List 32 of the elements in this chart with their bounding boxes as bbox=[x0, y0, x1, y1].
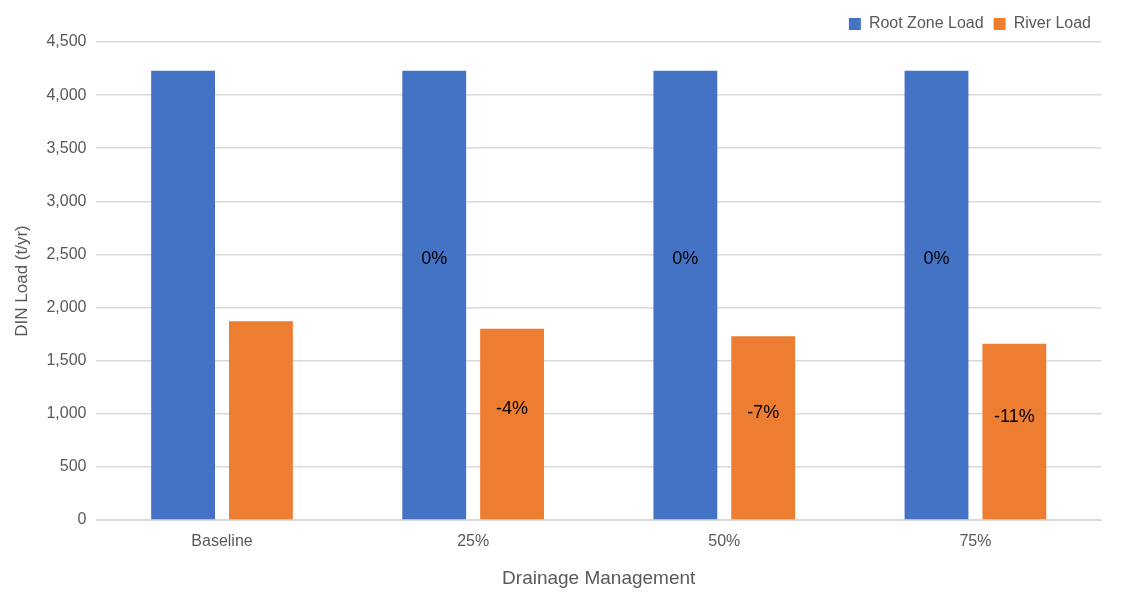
legend-label: River Load bbox=[1013, 14, 1091, 32]
bar bbox=[229, 321, 293, 520]
bar bbox=[151, 70, 215, 520]
annotation: -11% bbox=[994, 406, 1035, 427]
x-tick-label: Baseline bbox=[191, 532, 253, 550]
y-tick-label: 3,000 bbox=[46, 191, 87, 209]
x-axis-title: Drainage Management bbox=[502, 566, 697, 588]
y-tick-label: 1,000 bbox=[46, 404, 87, 422]
x-tick-label: 25% bbox=[457, 532, 490, 550]
y-tick-label: 1,500 bbox=[46, 351, 87, 369]
bar bbox=[982, 343, 1047, 520]
y-tick-label: 2,500 bbox=[46, 244, 87, 262]
bar bbox=[480, 328, 544, 520]
annotation: 0% bbox=[923, 248, 950, 269]
bar bbox=[653, 70, 718, 520]
y-tick-label: 3,500 bbox=[46, 138, 87, 156]
y-axis-title: DIN Load (t/yr) bbox=[11, 225, 31, 337]
bar bbox=[731, 336, 796, 520]
x-tick-label: 75% bbox=[959, 532, 992, 550]
y-tick-label: 4,500 bbox=[46, 32, 87, 50]
annotation: 0% bbox=[672, 248, 699, 269]
y-tick-label: 500 bbox=[59, 457, 87, 475]
x-tick-label: 50% bbox=[708, 532, 741, 550]
annotation: -7% bbox=[747, 402, 780, 423]
y-tick-label: 0 bbox=[77, 510, 87, 528]
annotation: -4% bbox=[496, 397, 529, 418]
y-tick-label: 4,000 bbox=[46, 85, 87, 103]
legend-label: Root Zone Load bbox=[868, 14, 984, 32]
bar bbox=[402, 70, 467, 520]
y-tick-label: 2,000 bbox=[46, 297, 87, 315]
bar bbox=[904, 70, 969, 520]
annotation: 0% bbox=[421, 248, 448, 269]
